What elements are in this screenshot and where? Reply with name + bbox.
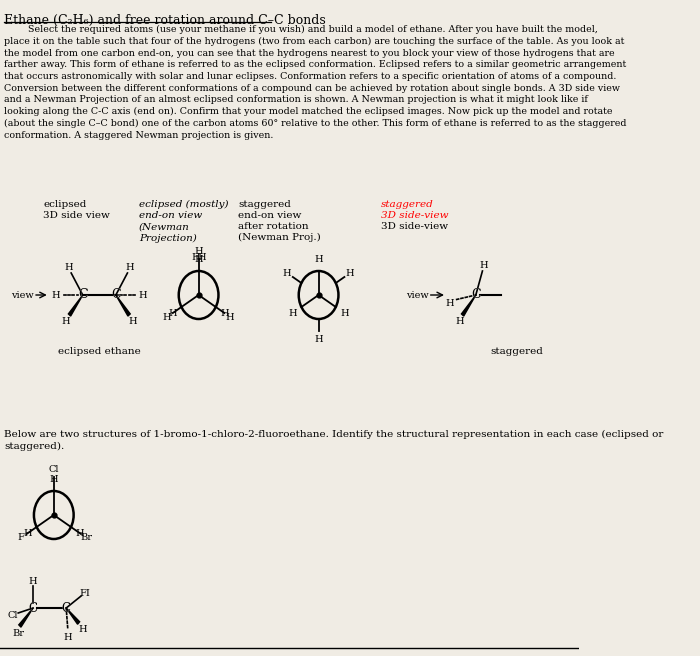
- Text: H: H: [29, 577, 37, 586]
- Text: H: H: [197, 253, 206, 262]
- Text: staggered
3D side-view: staggered 3D side-view: [381, 200, 448, 220]
- Text: C: C: [111, 289, 120, 302]
- Text: H: H: [64, 632, 72, 642]
- Text: Ethane (C₂H₆) and free rotation around C–C bonds: Ethane (C₂H₆) and free rotation around C…: [4, 14, 326, 27]
- Text: C: C: [471, 289, 481, 302]
- Text: C: C: [78, 289, 88, 302]
- Text: Br: Br: [80, 533, 93, 543]
- Text: staggered
end-on view
after rotation
(Newman Proj.): staggered end-on view after rotation (Ne…: [238, 200, 321, 243]
- Text: Cl: Cl: [48, 464, 59, 474]
- Polygon shape: [69, 295, 83, 316]
- Polygon shape: [461, 295, 476, 316]
- Text: H: H: [455, 318, 463, 327]
- Text: C: C: [29, 602, 38, 615]
- Text: H: H: [445, 298, 454, 308]
- Text: view: view: [406, 291, 428, 300]
- Text: Select the required atoms (use your methane if you wish) and build a model of et: Select the required atoms (use your meth…: [4, 25, 626, 140]
- Text: H: H: [314, 255, 323, 264]
- Text: C: C: [471, 289, 481, 302]
- Text: H: H: [195, 255, 203, 264]
- Text: Br: Br: [12, 628, 24, 638]
- Text: eclipsed
3D side view: eclipsed 3D side view: [43, 200, 110, 220]
- Text: H: H: [163, 312, 172, 321]
- Polygon shape: [116, 295, 130, 316]
- Text: H: H: [169, 308, 177, 318]
- Text: H: H: [50, 474, 58, 483]
- Text: H: H: [128, 316, 136, 325]
- Text: H: H: [346, 268, 354, 277]
- Text: Cl: Cl: [8, 611, 18, 619]
- Text: eclipsed (mostly)
end-on view
(Newman
Projection): eclipsed (mostly) end-on view (Newman Pr…: [139, 200, 228, 243]
- Text: H: H: [64, 264, 73, 272]
- Polygon shape: [66, 608, 80, 625]
- Text: FI: FI: [80, 588, 91, 598]
- Text: staggered: staggered: [491, 347, 544, 356]
- Text: H: H: [24, 529, 32, 537]
- Text: H: H: [340, 308, 349, 318]
- Text: H: H: [78, 625, 87, 634]
- Text: H: H: [51, 291, 60, 300]
- Text: H: H: [288, 308, 297, 318]
- Text: C: C: [29, 602, 38, 615]
- Text: Below are two structures of 1-bromo-1-chloro-2-fluoroethane. Identify the struct: Below are two structures of 1-bromo-1-ch…: [4, 430, 664, 451]
- Text: C: C: [62, 602, 71, 615]
- Text: H: H: [62, 316, 71, 325]
- Text: H: H: [314, 335, 323, 344]
- Text: H: H: [480, 260, 489, 270]
- Text: H: H: [76, 529, 84, 537]
- Text: C: C: [111, 289, 120, 302]
- Text: H: H: [192, 253, 200, 262]
- Text: F: F: [18, 533, 24, 543]
- Text: view: view: [11, 291, 34, 300]
- Text: H: H: [125, 264, 134, 272]
- Text: H: H: [226, 312, 234, 321]
- Text: C: C: [78, 289, 88, 302]
- Polygon shape: [19, 608, 33, 627]
- Text: H: H: [195, 247, 203, 255]
- Text: H: H: [139, 291, 148, 300]
- Text: H: H: [283, 268, 291, 277]
- Text: H: H: [220, 308, 229, 318]
- Text: 3D side-view: 3D side-view: [381, 211, 448, 231]
- Text: eclipsed ethane: eclipsed ethane: [58, 347, 141, 356]
- Text: C: C: [62, 602, 71, 615]
